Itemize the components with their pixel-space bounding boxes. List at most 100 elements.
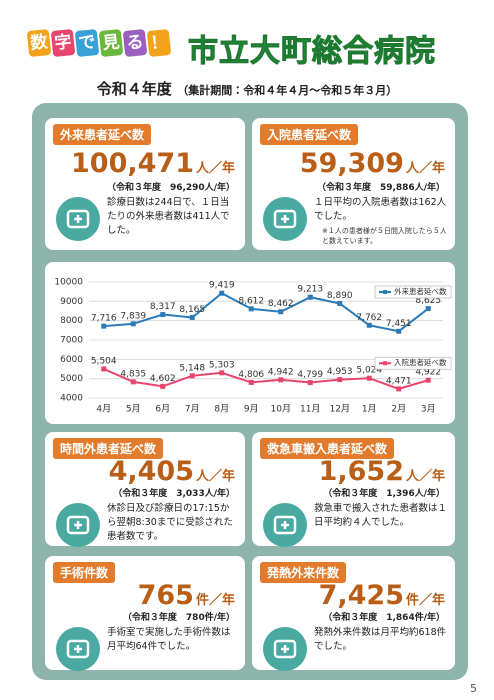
x-tick-label: 9月	[244, 404, 259, 415]
card-title: 発熱外来件数	[260, 562, 347, 583]
card-value-row: 1,652 人／年	[319, 456, 445, 487]
data-point	[337, 377, 343, 383]
hospital-title: 市立大町総合病院	[188, 34, 436, 70]
data-label: 5,303	[209, 360, 235, 370]
card-value: 100,471	[71, 148, 194, 179]
legend-marker	[383, 290, 387, 294]
stat-card: 入院患者延べ数 59,309 人／年 （令和３年度 59,886人/年） １日平均の入院…	[252, 118, 455, 250]
card-value: 4,405	[108, 456, 194, 487]
subtitle: 令和４年度 （集計期間：令和４年４月～令和５年３月）	[0, 78, 494, 99]
card-unit: 人／年	[195, 161, 235, 176]
y-tick-label: 6000	[60, 355, 83, 365]
card-description: 手術室で実施した手術件数は月平均64件でした。	[107, 627, 231, 652]
card-value: 1,652	[318, 456, 404, 487]
card-value-row: 4,405 人／年	[109, 456, 235, 487]
x-tick-label: 6月	[155, 404, 170, 415]
data-point	[366, 375, 372, 381]
data-label: 7,839	[120, 311, 146, 321]
y-tick-label: 9000	[60, 297, 83, 307]
card-unit: 件／年	[195, 593, 235, 608]
card-description: 発熱外来件数は月平均約618件でした。	[314, 627, 447, 652]
icon	[263, 503, 307, 547]
data-label: 8,612	[238, 296, 264, 306]
series-line	[103, 368, 429, 390]
icon	[56, 627, 100, 671]
data-label: 7,762	[356, 313, 382, 323]
icon	[56, 197, 100, 241]
page-number: 5	[470, 682, 477, 695]
data-point	[130, 321, 136, 327]
data-label: 4,471	[386, 376, 412, 386]
period: （集計期間：令和４年４月～令和５年３月）	[177, 84, 398, 97]
data-point	[366, 322, 372, 328]
card-icon	[262, 196, 308, 246]
data-point	[307, 380, 313, 386]
card-title: 外来患者延べ数	[53, 124, 152, 145]
x-tick-label: 5月	[126, 404, 141, 415]
x-tick-label: 1月	[362, 404, 377, 415]
stat-card: 手術件数 765 件／年 （令和３年度 780件/年） 手術室で実施した手術件数は月平均…	[45, 556, 245, 671]
y-tick-label: 7000	[60, 336, 83, 346]
data-label: 8,625	[415, 296, 441, 306]
data-point	[248, 306, 254, 312]
badge-char: 見	[98, 28, 124, 58]
data-label: 4,942	[268, 367, 294, 377]
card-previous: （令和３年度 96,290人/年）	[106, 183, 235, 193]
card-description: 休診日及び診療日の17:15から翌朝8:30までに受診された患者数です。	[107, 503, 233, 542]
chart-box: 4000 5000 6000 7000 8000 9000 10000 4月 5月 6月 7月 8月 9…	[45, 262, 455, 424]
card-description: １日平均の入院患者数は162人でした。	[314, 197, 447, 222]
data-point	[396, 328, 402, 334]
card-icon	[55, 502, 101, 552]
data-label: 4,799	[297, 370, 323, 380]
stat-card: 救急車搬入患者延べ数 1,652 人／年 （令和３年度 1,396人/年） 救急車で搬入…	[252, 432, 455, 547]
card-title: 救急車搬入患者延べ数	[260, 438, 395, 459]
badge-char: 字	[50, 28, 76, 58]
data-label: 4,806	[238, 370, 264, 380]
legend-box	[374, 356, 452, 370]
card-previous: （令和３年度 3,033人/年）	[113, 489, 235, 499]
data-point	[219, 370, 225, 376]
card-title: 時間外患者延べ数	[53, 438, 164, 459]
legend-label: 入院患者延べ数	[394, 357, 447, 367]
x-tick-label: 3月	[421, 404, 436, 415]
card-value-row: 100,471 人／年	[71, 148, 235, 179]
data-label: 5,148	[179, 363, 205, 373]
card-value-row: 7,425 件／年	[319, 580, 445, 611]
card-title: 入院患者延べ数	[260, 124, 359, 145]
stat-card: 時間外患者延べ数 4,405 人／年 （令和３年度 3,033人/年） 休診日及び診療日…	[45, 432, 245, 547]
header-badge: 数 字 で 見 る ！	[26, 28, 172, 58]
data-label: 8,890	[327, 291, 353, 301]
data-point	[101, 366, 107, 372]
badge-char: 数	[26, 28, 52, 58]
x-tick-label: 8月	[214, 404, 229, 415]
stat-card: 外来患者延べ数 100,471 人／年 （令和３年度 96,290人/年） 診療日数は2…	[45, 118, 245, 250]
x-tick-label: 12月	[330, 404, 350, 415]
fiscal-year: 令和４年度	[96, 80, 172, 98]
data-label: 9,419	[209, 281, 235, 291]
data-label: 4,922	[415, 368, 441, 378]
data-label: 7,716	[91, 314, 117, 324]
card-value: 59,309	[299, 148, 404, 179]
card-icon	[55, 626, 101, 676]
data-point	[248, 379, 254, 385]
icon	[56, 503, 100, 547]
card-note: ※１人の患者様が５日間入院したら５人と数えています。	[322, 227, 447, 245]
data-label: 4,835	[120, 369, 146, 379]
card-value: 765	[137, 580, 194, 611]
card-unit: 人／年	[405, 161, 445, 176]
card-value-row: 59,309 人／年	[300, 148, 445, 179]
badge-char: る	[122, 28, 148, 58]
data-point	[337, 300, 343, 306]
y-tick-label: 4000	[60, 394, 83, 404]
legend-box	[374, 285, 452, 299]
card-icon	[55, 196, 101, 246]
data-label: 4,953	[327, 367, 353, 377]
x-tick-label: 10月	[271, 404, 291, 415]
data-label: 9,213	[297, 285, 323, 295]
card-previous: （令和３年度 1,396人/年）	[323, 489, 445, 499]
data-point	[160, 383, 166, 389]
card-previous: （令和３年度 1,864件/年）	[323, 613, 445, 623]
data-point	[425, 306, 431, 312]
data-point	[160, 312, 166, 318]
y-tick-label: 8000	[60, 316, 83, 326]
